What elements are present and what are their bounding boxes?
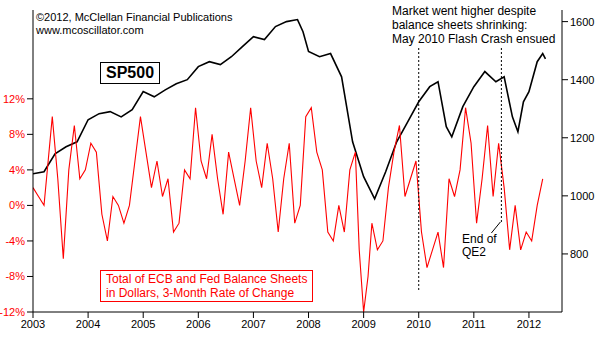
html-text:End of: End of xyxy=(462,232,497,246)
html-text:May 2010 Flash Crash ensued: May 2010 Flash Crash ensued xyxy=(392,32,556,46)
svg-text:12%: 12% xyxy=(8,93,25,105)
svg-text:1200: 1200 xyxy=(570,132,592,144)
svg-text:2006: 2006 xyxy=(186,318,210,330)
html-text:QE2: QE2 xyxy=(462,245,486,259)
svg-text:1600: 1600 xyxy=(570,16,592,28)
html-text:www.mcoscillator.com: www.mcoscillator.com xyxy=(36,24,144,36)
html-text:balance sheets shrinking:: balance sheets shrinking: xyxy=(392,18,528,32)
svg-text:2004: 2004 xyxy=(76,318,100,330)
svg-text:-8%: -8% xyxy=(8,270,25,282)
svg-text:4%: 4% xyxy=(9,164,25,176)
svg-text:2011: 2011 xyxy=(462,318,486,330)
svg-text:2005: 2005 xyxy=(131,318,155,330)
svg-text:2003: 2003 xyxy=(21,318,45,330)
svg-text:1400: 1400 xyxy=(570,74,592,86)
html-text:Market went higher despite: Market went higher despite xyxy=(392,4,537,18)
html-text:SP500: SP500 xyxy=(106,64,154,81)
svg-text:800: 800 xyxy=(570,248,588,260)
html-text:Total of ECB and Fed Balance S: Total of ECB and Fed Balance Sheets xyxy=(106,272,308,286)
svg-text:2009: 2009 xyxy=(351,318,375,330)
svg-text:1000: 1000 xyxy=(570,190,592,202)
svg-text:2007: 2007 xyxy=(241,318,265,330)
html-text:©2012, McClellan Financial Pub: ©2012, McClellan Financial Publications xyxy=(36,11,233,23)
html-text:in Dollars, 3-Month Rate of Ch: in Dollars, 3-Month Rate of Change xyxy=(106,286,295,300)
svg-text:8%: 8% xyxy=(9,128,25,140)
svg-text:2008: 2008 xyxy=(296,318,320,330)
svg-text:-12%: -12% xyxy=(8,306,25,318)
svg-text:2010: 2010 xyxy=(406,318,430,330)
svg-text:2012: 2012 xyxy=(517,318,541,330)
svg-text:-4%: -4% xyxy=(8,235,25,247)
svg-text:0%: 0% xyxy=(9,199,25,211)
